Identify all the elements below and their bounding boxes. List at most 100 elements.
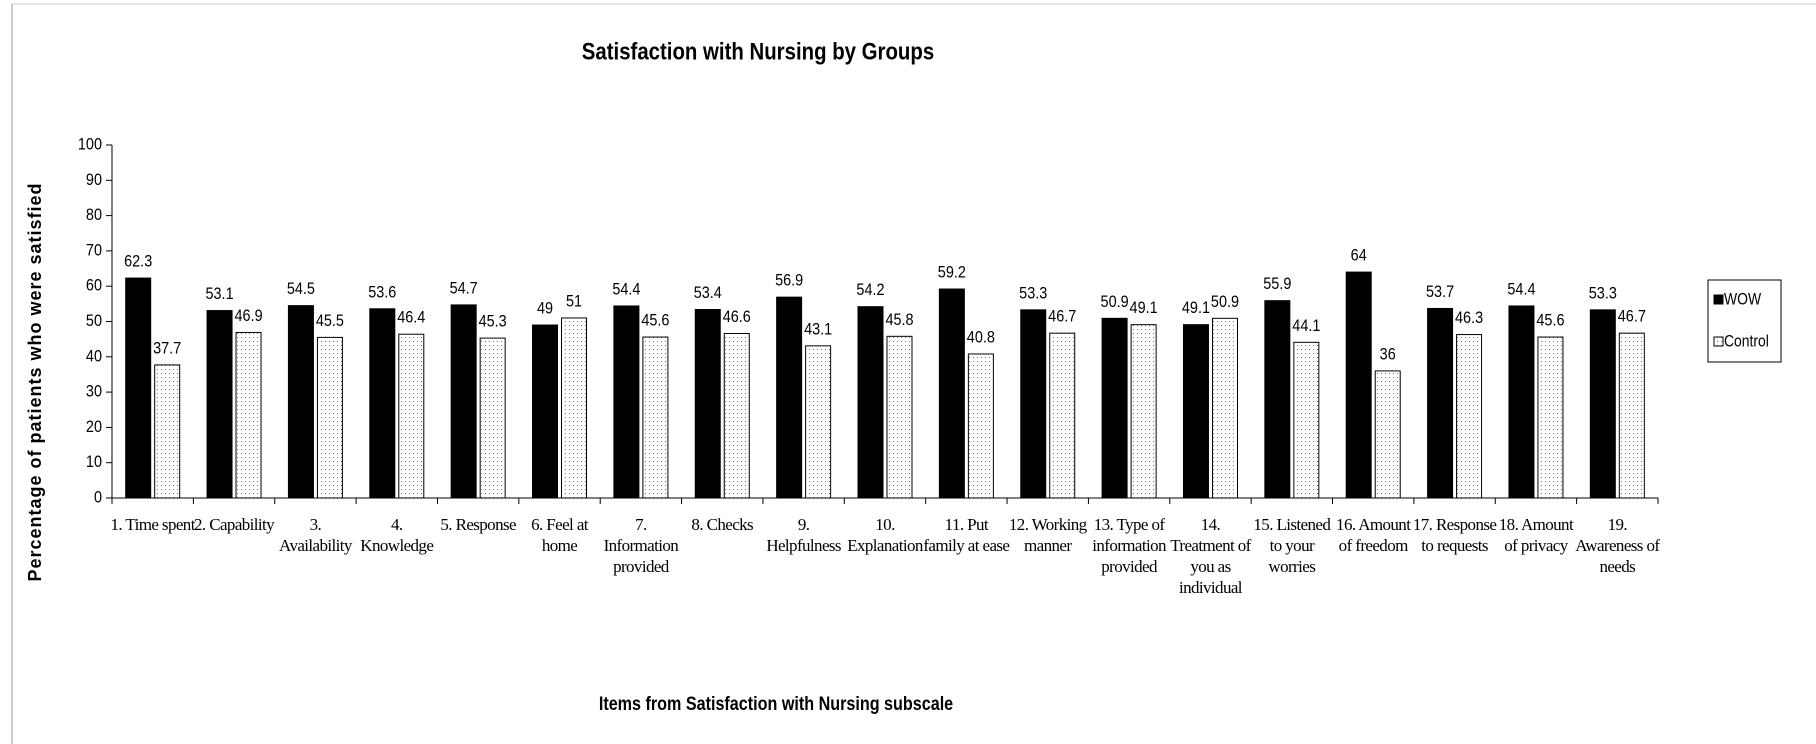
data-label: 45.3 — [479, 313, 507, 331]
bar — [1618, 332, 1645, 499]
y-tick-label: 30 — [86, 383, 102, 401]
bar — [886, 335, 913, 499]
bar — [1456, 334, 1483, 499]
bar — [1508, 305, 1535, 499]
x-tick-label: 13. Type of information provided — [1092, 515, 1166, 576]
bar — [398, 333, 425, 499]
data-label: 46.7 — [1618, 308, 1646, 326]
bar — [369, 308, 396, 499]
data-label: 55.9 — [1263, 275, 1291, 293]
x-tick-label: 19. Awareness of needs — [1575, 515, 1660, 576]
data-label: 49.1 — [1130, 299, 1158, 317]
data-label: 46.4 — [397, 309, 425, 327]
y-tick-label: 20 — [86, 418, 102, 436]
bar — [206, 310, 233, 499]
bar — [561, 317, 588, 499]
data-label: 37.7 — [153, 339, 181, 357]
bar — [694, 308, 721, 499]
x-tick-label: 7. Information provided — [603, 515, 679, 576]
data-label: 46.3 — [1455, 309, 1483, 327]
x-tick-label: 6. Feel at home — [531, 515, 588, 555]
bar — [1211, 317, 1238, 499]
y-tick-label: 70 — [86, 241, 102, 259]
data-label: 56.9 — [775, 272, 803, 290]
data-label: 53.3 — [1589, 284, 1617, 302]
bar — [723, 333, 750, 499]
x-tick-label: 2. Capability — [194, 515, 275, 534]
bar — [479, 337, 506, 499]
data-label: 50.9 — [1211, 293, 1239, 311]
data-label: 50.9 — [1101, 293, 1129, 311]
bar — [154, 364, 181, 499]
bar — [1345, 271, 1372, 499]
y-axis-title: Percentage of patients who were satisfie… — [25, 182, 45, 581]
legend-label: Control — [1724, 332, 1769, 351]
data-label: 53.7 — [1426, 283, 1454, 301]
bar — [642, 336, 669, 499]
bar — [532, 324, 559, 499]
data-label: 54.5 — [287, 280, 315, 298]
data-label: 53.4 — [694, 284, 722, 302]
data-label: 53.3 — [1019, 284, 1047, 302]
data-label: 45.6 — [641, 312, 669, 330]
y-tick-label: 60 — [86, 277, 102, 295]
bar — [125, 277, 152, 499]
x-tick-label: 3. Availability — [279, 515, 352, 555]
x-tick-label: 15. Listened to your worries — [1253, 515, 1331, 576]
bar — [235, 331, 262, 499]
data-label: 59.2 — [938, 264, 966, 282]
x-tick-label: 10. Explanation — [847, 515, 923, 555]
data-label: 53.1 — [205, 285, 233, 303]
bar — [1182, 324, 1209, 499]
y-tick-label: 40 — [86, 347, 102, 365]
legend-label: WOW — [1724, 290, 1761, 309]
x-tick-label: 14. Treatment of you as individual — [1170, 515, 1251, 597]
x-tick-label: 1. Time spent — [110, 515, 196, 534]
y-tick-label: 90 — [86, 171, 102, 189]
bar — [450, 304, 477, 499]
chart-title: Satisfaction with Nursing by Groups — [582, 38, 934, 65]
bar — [1020, 309, 1047, 499]
data-label: 54.4 — [612, 280, 640, 298]
legend-swatch — [1713, 336, 1724, 347]
legend-swatch — [1713, 294, 1724, 305]
bar — [938, 288, 965, 499]
y-tick-label: 100 — [78, 135, 102, 153]
x-tick-label: 9. Helpfulness — [766, 515, 841, 555]
x-tick-label: 16. Amount of freedom — [1336, 515, 1411, 555]
data-label: 44.1 — [1292, 317, 1320, 335]
data-label: 53.6 — [368, 283, 396, 301]
data-label: 45.5 — [316, 312, 344, 330]
y-tick-label: 0 — [94, 488, 102, 506]
data-label: 54.4 — [1507, 280, 1535, 298]
y-tick-label: 50 — [86, 312, 102, 330]
data-label: 51 — [566, 292, 582, 310]
data-label: 43.1 — [804, 320, 832, 338]
data-label: 54.2 — [856, 281, 884, 299]
data-label: 49.1 — [1182, 299, 1210, 317]
bar — [967, 353, 994, 499]
bar — [1293, 341, 1320, 499]
bar — [1427, 307, 1454, 499]
bar — [805, 345, 832, 499]
bar — [1589, 309, 1616, 499]
bar — [1130, 324, 1157, 499]
data-label: 49 — [537, 300, 553, 318]
data-label: 54.7 — [450, 279, 478, 297]
data-label: 46.9 — [234, 307, 262, 325]
x-tick-label: 8. Checks — [691, 515, 754, 534]
data-label: 46.6 — [723, 308, 751, 326]
bar — [1537, 336, 1564, 499]
y-tick-label: 10 — [86, 453, 102, 471]
bar — [776, 296, 803, 499]
data-label: 64 — [1351, 247, 1367, 265]
bar — [1374, 370, 1401, 499]
data-label: 45.8 — [885, 311, 913, 329]
x-tick-label: 5. Response — [440, 515, 516, 534]
bar — [1264, 300, 1291, 499]
data-label: 46.7 — [1048, 308, 1076, 326]
bar — [1049, 332, 1076, 499]
y-tick-label: 80 — [86, 206, 102, 224]
